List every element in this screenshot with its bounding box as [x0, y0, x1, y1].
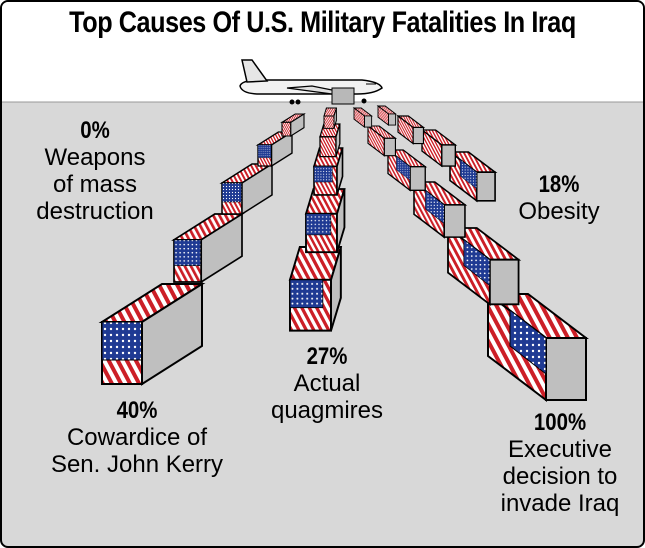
- cause-text: of mass: [52, 170, 138, 198]
- cause-percent: 40%: [116, 397, 158, 424]
- cause-text: invade Iraq: [500, 489, 620, 517]
- cause-label-quagmires: 27% Actual quagmires: [252, 343, 402, 425]
- coffin-icon: [304, 188, 346, 254]
- coffin-icon: [323, 107, 338, 129]
- coffin-icon: [419, 128, 458, 168]
- cause-percent: 18%: [538, 171, 580, 198]
- coffin-icon: [280, 113, 306, 137]
- coffin-icon: [255, 130, 295, 168]
- coffin-icon: [352, 107, 373, 128]
- cargo-plane-icon: [239, 59, 383, 105]
- cause-percent: 0%: [80, 117, 110, 144]
- page-title: Top Causes Of U.S. Military Fatalities I…: [69, 6, 576, 39]
- coffin-icon: [98, 282, 206, 386]
- coffin-icon: [376, 105, 397, 126]
- cause-text: Cowardice of: [66, 423, 208, 451]
- cause-text: Obesity: [518, 197, 600, 225]
- cause-percent: 27%: [306, 343, 348, 370]
- coffin-row-far-right: [376, 105, 498, 203]
- coffin-row-right: [352, 107, 589, 403]
- cause-text: Sen. John Kerry: [50, 450, 224, 478]
- cause-label-kerry: 40% Cowardice of Sen. John Kerry: [22, 397, 252, 479]
- coffin-icon: [288, 246, 343, 332]
- coffin-icon: [171, 212, 245, 284]
- cause-label-obesity: 18% Obesity: [499, 171, 619, 226]
- coffin-icon: [219, 162, 275, 216]
- coffin-icon: [386, 148, 428, 192]
- coffin-icon: [447, 150, 498, 203]
- cause-text: destruction: [36, 197, 154, 225]
- cause-text: decision to: [502, 462, 618, 490]
- cause-text: Weapons: [44, 143, 146, 171]
- cause-text: Executive: [507, 435, 613, 463]
- cause-text: Actual: [293, 369, 361, 397]
- coffin-icon: [366, 124, 398, 157]
- coffin-icon: [319, 123, 341, 158]
- coffin-row-left: [98, 113, 306, 386]
- cause-percent: 100%: [533, 409, 587, 436]
- coffin-icon: [445, 226, 522, 307]
- cause-label-executive: 100% Executive decision to invade Iraq: [480, 409, 640, 518]
- cause-text: quagmires: [270, 396, 384, 424]
- coffin-icon: [411, 180, 468, 239]
- coffin-icon: [396, 114, 426, 145]
- coffin-icon: [485, 291, 589, 403]
- coffin-row-center: [288, 107, 346, 332]
- cause-label-wmd: 0% Weapons of mass destruction: [20, 117, 170, 226]
